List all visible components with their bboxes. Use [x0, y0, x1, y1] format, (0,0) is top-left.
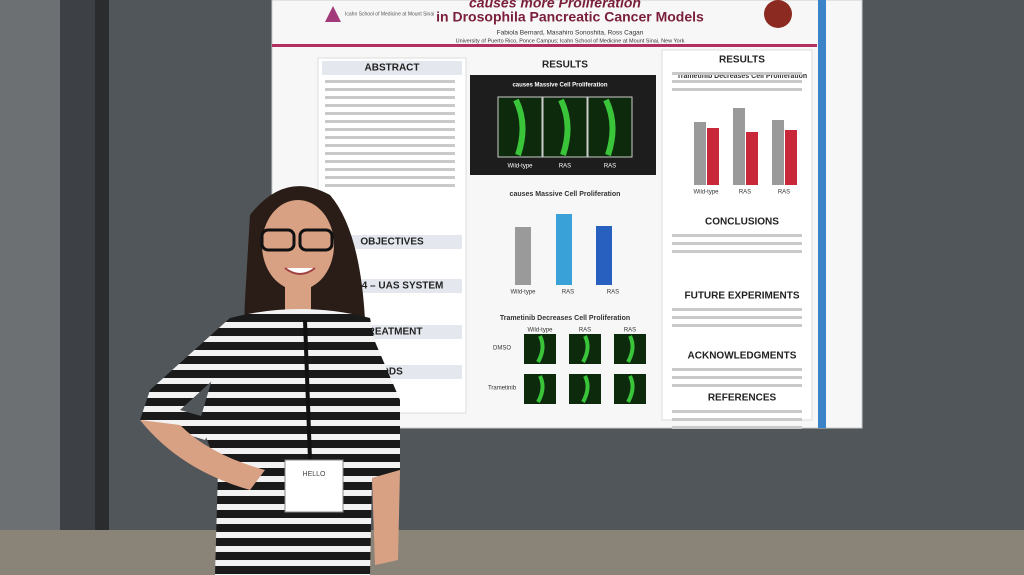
chart-title: Trametinib Decreases Cell Proliferation [677, 73, 807, 80]
bar-shape [785, 130, 797, 185]
affiliation: University of Puerto Rico, Ponce Campus;… [456, 38, 685, 44]
text-line [672, 242, 802, 245]
badge-text: HELLO [303, 471, 327, 478]
bar-shape [707, 128, 719, 185]
section-heading: OBJECTIVES [360, 237, 424, 248]
title: in Drosophila Pancreatic Cancer Models [436, 9, 704, 25]
panel-label: RAS [604, 164, 616, 170]
logo-mark [325, 6, 341, 22]
bar-shape [556, 214, 572, 285]
logo-text: Icahn School of Medicine at Mount Sinai [345, 11, 434, 17]
section-heading: RESULTS [719, 55, 765, 66]
text-line [672, 316, 802, 319]
text-line [325, 96, 455, 99]
text-line [672, 308, 802, 311]
panel-label: RAS [559, 164, 571, 170]
column-label: RAS [624, 328, 636, 334]
section-heading: FUTURE EXPERIMENTS [684, 291, 799, 302]
text-line [325, 112, 455, 115]
floor [0, 530, 1024, 575]
text-line [325, 120, 455, 123]
text-line [325, 128, 455, 131]
text-line [325, 80, 455, 83]
board-frame [95, 0, 109, 575]
right-sections: Wild-type RAS RAS RESULTS CONCLUSIONS FUTURE … [672, 55, 802, 429]
bar-shape [694, 122, 706, 185]
tissue [581, 375, 590, 403]
title: causes more Proliferation [469, 0, 641, 11]
text-line [672, 418, 802, 421]
bar-label: Wild-type [693, 190, 719, 196]
section-heading: RESULTS [542, 60, 588, 71]
panel-label: RAS [562, 290, 574, 296]
text-line [672, 368, 802, 371]
text-line [325, 104, 455, 107]
panel-title: causes Massive Cell Proliferation [510, 191, 621, 198]
section-heading: ACKNOWLEDGMENTS [688, 351, 797, 362]
row-label: Trametinib [488, 386, 517, 392]
text-line [672, 376, 802, 379]
text-line [325, 168, 455, 171]
tissue [513, 98, 526, 156]
person: HELLO [140, 186, 400, 575]
text-line [672, 426, 802, 429]
text-line [672, 88, 802, 91]
bar-shape [515, 227, 531, 285]
section-heading: REFERENCES [708, 393, 777, 404]
text-line [325, 176, 455, 179]
text-line [325, 136, 455, 139]
authors: Fabiola Bernard, Masahiro Sonoshita, Ros… [497, 30, 644, 37]
panel-title: causes Massive Cell Proliferation [512, 83, 607, 89]
text-line [672, 250, 802, 253]
row-label: DMSO [493, 346, 511, 352]
text-line [672, 234, 802, 237]
text-line [672, 324, 802, 327]
tissue [626, 375, 635, 403]
bar-shape [772, 120, 784, 185]
section-heading: ABSTRACT [365, 63, 420, 74]
panel-title: Trametinib Decreases Cell Proliferation [500, 315, 630, 322]
title-rule [272, 44, 817, 47]
tissue [581, 335, 590, 363]
section-bar [322, 61, 462, 75]
column-label: Wild-type [527, 328, 553, 334]
panel-label: Wild-type [510, 290, 536, 296]
text-line [672, 384, 802, 387]
section-heading: TREATMENT [362, 327, 423, 338]
column-label: RAS [579, 328, 591, 334]
bar-shape [596, 226, 612, 285]
section-heading: GAL4 – UAS SYSTEM [341, 281, 444, 292]
bar-label: RAS [739, 190, 751, 196]
bar-shape [746, 132, 758, 185]
bar-shape [733, 108, 745, 185]
text-line [672, 410, 802, 413]
text-line [672, 72, 802, 75]
text-line [325, 152, 455, 155]
tissue [603, 98, 616, 156]
panel-label: RAS [607, 290, 619, 296]
section-bar [322, 235, 462, 249]
panel-label: Wild-type [507, 164, 533, 170]
tissue [626, 335, 635, 363]
text-line [325, 88, 455, 91]
tissue [536, 335, 545, 363]
text-line [325, 184, 455, 187]
text-line [325, 144, 455, 147]
middle-panels: Wild-type Wild-type Wild-type RAS RAS RAS RAS R… [488, 96, 646, 404]
poster-edge [818, 0, 826, 428]
logo-right [764, 0, 792, 28]
section-heading: ODS [381, 367, 403, 378]
left-board [0, 0, 60, 575]
tissue [536, 375, 545, 403]
tissue [558, 98, 571, 156]
section-heading: CONCLUSIONS [705, 217, 779, 228]
text-line [325, 160, 455, 163]
bar-label: RAS [778, 190, 790, 196]
text-line [672, 80, 802, 83]
